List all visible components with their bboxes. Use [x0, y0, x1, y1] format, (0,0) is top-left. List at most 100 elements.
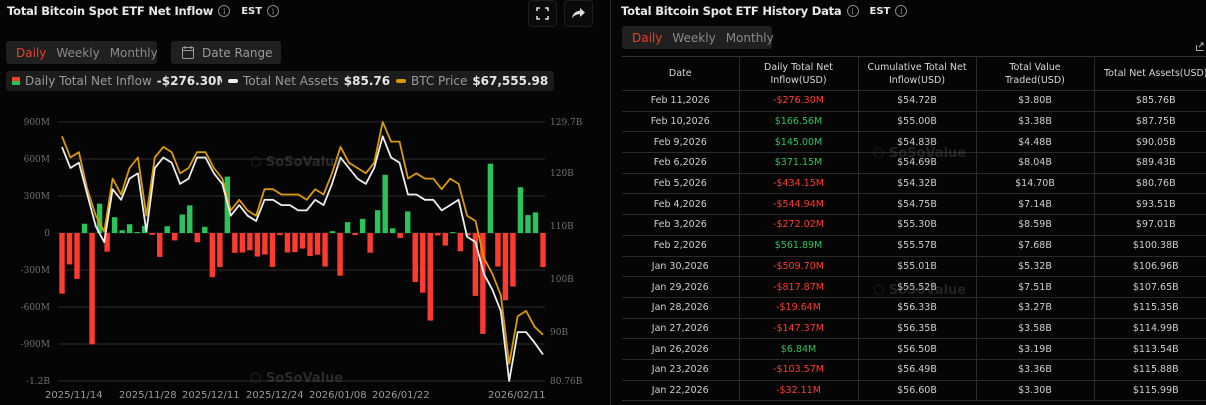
inflow-bar[interactable] — [299, 233, 306, 249]
inflow-bar[interactable] — [532, 212, 539, 233]
inflow-bar[interactable] — [517, 187, 524, 233]
inflow-bar[interactable] — [134, 232, 140, 234]
timezone-info-icon[interactable]: i — [267, 5, 280, 17]
inflow-bar[interactable] — [442, 233, 449, 246]
inflow-bar[interactable] — [405, 211, 411, 233]
inflow-bar[interactable] — [337, 233, 343, 276]
inflow-bar[interactable] — [465, 233, 471, 236]
inflow-bar[interactable] — [202, 226, 208, 233]
inflow-bar[interactable] — [435, 233, 441, 236]
inflow-bar[interactable] — [262, 233, 268, 255]
inflow-bar[interactable] — [382, 174, 388, 233]
share-button[interactable] — [564, 0, 593, 27]
inflow-bar[interactable] — [254, 233, 261, 257]
tab-daily[interactable]: Daily — [632, 30, 663, 45]
inflow-bar[interactable] — [247, 233, 253, 251]
inflow-bar[interactable] — [344, 222, 351, 233]
inflow-bar[interactable] — [329, 231, 336, 233]
table-row[interactable]: Feb 4,2026 -$544.94M $54.75B $7.14B $93.51B — [622, 193, 1206, 216]
table-row[interactable]: Jan 28,2026 -$19.64M $56.33B $3.27B $115.35B — [622, 297, 1206, 319]
column-header-cumulative-inflow[interactable]: Cumulative Total Net Inflow(USD) — [857, 56, 977, 91]
timezone-info-icon[interactable]: i — [895, 5, 908, 17]
inflow-bar[interactable] — [217, 233, 223, 268]
inflow-bar[interactable] — [269, 233, 276, 267]
date-range-button[interactable]: Date Range — [171, 41, 281, 64]
column-header-value-traded[interactable]: Total Value Traded(USD) — [975, 56, 1095, 91]
inflow-bar[interactable] — [495, 233, 501, 267]
info-icon[interactable]: i — [846, 5, 859, 17]
inflow-bar[interactable] — [179, 214, 185, 234]
inflow-bar[interactable] — [322, 233, 328, 267]
inflow-bar[interactable] — [111, 217, 118, 233]
inflow-bar[interactable] — [307, 233, 313, 257]
inflow-bar[interactable] — [232, 233, 238, 253]
inflow-bar[interactable] — [277, 233, 283, 236]
inflow-bar[interactable] — [164, 226, 170, 233]
inflow-bar[interactable] — [89, 233, 95, 345]
table-row[interactable]: Jan 27,2026 -$147.37M $56.35B $3.58B $114.99… — [622, 318, 1206, 340]
inflow-bar[interactable] — [284, 233, 291, 253]
inflow-bar[interactable] — [510, 233, 516, 287]
table-row[interactable]: Jan 26,2026 $6.84M $56.50B $3.19B $113.54B — [622, 338, 1206, 360]
table-row[interactable]: Jan 30,2026 -$509.70M $55.01B $5.32B $106.96… — [622, 256, 1206, 278]
inflow-bar[interactable] — [96, 203, 103, 233]
inflow-bar[interactable] — [81, 223, 88, 233]
tab-weekly[interactable]: Weekly — [56, 45, 100, 60]
inflow-bar[interactable] — [389, 228, 396, 233]
tab-daily[interactable]: Daily — [16, 45, 47, 60]
table-row[interactable]: Jan 23,2026 -$103.57M $56.49B $3.36B $115.88… — [622, 359, 1206, 381]
net-assets-line[interactable] — [61, 135, 544, 382]
inflow-bar[interactable] — [141, 226, 148, 233]
inflow-bar[interactable] — [187, 205, 193, 233]
table-row[interactable]: Feb 10,2026 $166.56M $55.00B $3.38B $87.75B — [622, 111, 1206, 133]
inflow-bar[interactable] — [172, 233, 178, 241]
inflow-bar[interactable] — [149, 233, 155, 235]
legend-net-assets[interactable]: Total Net Assets $85.76B — [222, 71, 406, 91]
inflow-bar[interactable] — [194, 233, 200, 243]
column-header-date[interactable]: Date — [622, 56, 740, 91]
inflow-bar[interactable] — [66, 233, 73, 265]
inflow-bar[interactable] — [374, 210, 381, 233]
inflow-bar[interactable] — [420, 233, 426, 293]
inflow-bar[interactable] — [292, 233, 298, 253]
column-header-daily-inflow[interactable]: Daily Total Net Inflow(USD) — [738, 56, 859, 91]
tab-monthly[interactable]: Monthly — [109, 45, 158, 60]
inflow-bar[interactable] — [525, 215, 531, 233]
table-row[interactable]: Feb 6,2026 $371.15M $54.69B $8.04B $89.43B — [622, 152, 1206, 174]
info-icon[interactable]: i — [218, 5, 231, 17]
inflow-bar[interactable] — [239, 233, 246, 253]
inflow-bar[interactable] — [359, 218, 366, 233]
inflow-bar[interactable] — [104, 233, 110, 252]
table-row[interactable]: Feb 5,2026 -$434.15M $54.32B $14.70B $80.76B — [622, 173, 1206, 195]
inflow-bar[interactable] — [119, 230, 125, 233]
inflow-bar[interactable] — [480, 233, 486, 334]
inflow-bar[interactable] — [502, 233, 509, 301]
inflow-bar[interactable] — [352, 233, 358, 236]
inflow-bar[interactable] — [74, 233, 80, 279]
inflow-bar[interactable] — [472, 233, 479, 296]
inflow-bar[interactable] — [126, 224, 133, 233]
fullscreen-button[interactable] — [528, 0, 557, 27]
table-row[interactable]: Feb 3,2026 -$272.02M $55.30B $8.59B $97.01B — [622, 214, 1206, 236]
inflow-bar[interactable] — [156, 233, 163, 257]
inflow-bar[interactable] — [209, 233, 216, 278]
inflow-bar[interactable] — [59, 233, 65, 294]
inflow-bar[interactable] — [314, 233, 321, 255]
legend-net-inflow[interactable]: Daily Total Net Inflow -$276.30M — [6, 71, 235, 91]
table-row[interactable]: Jan 29,2026 -$817.87M $55.52B $7.51B $107.65… — [622, 276, 1206, 298]
table-row[interactable]: Feb 11,2026 -$276.30M $54.72B $3.80B $85.76B — [622, 90, 1206, 112]
tab-monthly[interactable]: Monthly — [725, 30, 774, 45]
inflow-bar[interactable] — [450, 232, 456, 234]
net-inflow-chart[interactable]: 900M 600M 300M 0 -300M -600M -900M -1.2B 129.7B 1… — [0, 108, 610, 405]
inflow-bar[interactable] — [412, 233, 418, 283]
inflow-bar[interactable] — [487, 163, 494, 233]
export-button[interactable] — [1196, 36, 1204, 55]
table-row[interactable]: Feb 2,2026 $561.89M $55.57B $7.68B $100.38B — [622, 235, 1206, 257]
legend-btc-price[interactable]: BTC Price $67,555.98 — [390, 71, 555, 91]
btc-price-line[interactable] — [61, 121, 544, 365]
tab-weekly[interactable]: Weekly — [672, 30, 716, 45]
inflow-bar[interactable] — [427, 233, 433, 321]
inflow-bar[interactable] — [540, 233, 546, 268]
table-row[interactable]: Jan 22,2026 -$32.11M $56.60B $3.30B $115.99B — [622, 380, 1206, 402]
column-header-net-assets[interactable]: Total Net Assets(USD) — [1093, 56, 1206, 91]
